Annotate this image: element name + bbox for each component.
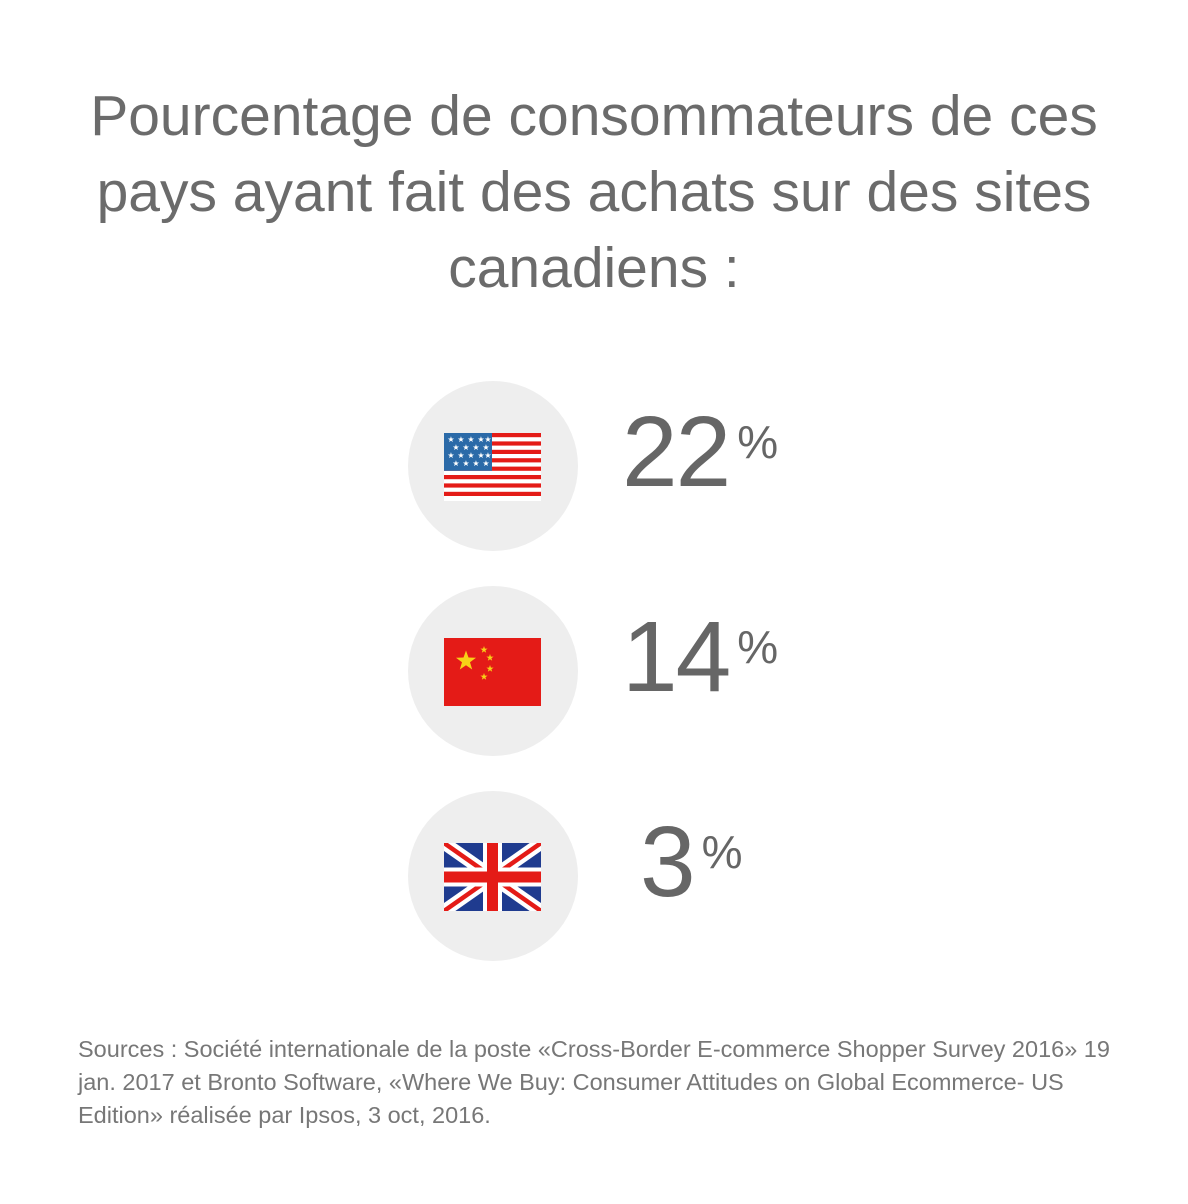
svg-text:★: ★ xyxy=(457,435,464,444)
svg-text:★: ★ xyxy=(447,435,454,444)
stat-value: 3 xyxy=(640,806,696,918)
svg-text:★: ★ xyxy=(472,459,479,468)
flag-circle xyxy=(408,791,578,961)
svg-text:★: ★ xyxy=(472,443,479,452)
stat-percentage: 3 % xyxy=(640,797,743,927)
flag-circle: ★ ★ ★ ★ ★ ★ ★ ★ ★ ★ ★ ★ ★ ★ ★ ★ ★ ★ xyxy=(408,381,578,551)
svg-text:★: ★ xyxy=(467,451,474,460)
svg-text:★: ★ xyxy=(452,443,459,452)
svg-text:★: ★ xyxy=(477,451,484,460)
stat-row-uk: 3 % xyxy=(408,791,828,961)
svg-text:★: ★ xyxy=(452,459,459,468)
us-flag-icon: ★ ★ ★ ★ ★ ★ ★ ★ ★ ★ ★ ★ ★ ★ ★ ★ ★ ★ xyxy=(444,433,541,501)
svg-text:★: ★ xyxy=(447,451,454,460)
stat-value: 14 xyxy=(622,601,731,713)
stat-unit: % xyxy=(737,416,779,468)
svg-text:★: ★ xyxy=(482,459,489,468)
sources-footnote: Sources : Société internationale de la p… xyxy=(78,1036,1110,1128)
svg-text:★: ★ xyxy=(484,435,491,444)
svg-text:★: ★ xyxy=(467,435,474,444)
stat-percentage: 22 % xyxy=(622,387,778,517)
svg-text:★: ★ xyxy=(457,451,464,460)
svg-text:★: ★ xyxy=(482,443,489,452)
stat-percentage: 14 % xyxy=(622,592,778,722)
stat-row-china: 14 % xyxy=(408,586,828,756)
stat-unit: % xyxy=(737,621,779,673)
svg-text:★: ★ xyxy=(477,435,484,444)
stat-value: 22 xyxy=(622,396,731,508)
uk-flag-icon xyxy=(444,843,541,911)
stat-unit: % xyxy=(701,826,743,878)
svg-text:★: ★ xyxy=(462,443,469,452)
flag-circle xyxy=(408,586,578,756)
svg-text:★: ★ xyxy=(462,459,469,468)
china-flag-icon xyxy=(444,638,541,706)
page-title: Pourcentage de consommateurs de ces pays… xyxy=(90,84,1098,300)
stat-row-us: ★ ★ ★ ★ ★ ★ ★ ★ ★ ★ ★ ★ ★ ★ ★ ★ ★ ★ 22 % xyxy=(408,381,828,551)
svg-text:★: ★ xyxy=(484,451,491,460)
